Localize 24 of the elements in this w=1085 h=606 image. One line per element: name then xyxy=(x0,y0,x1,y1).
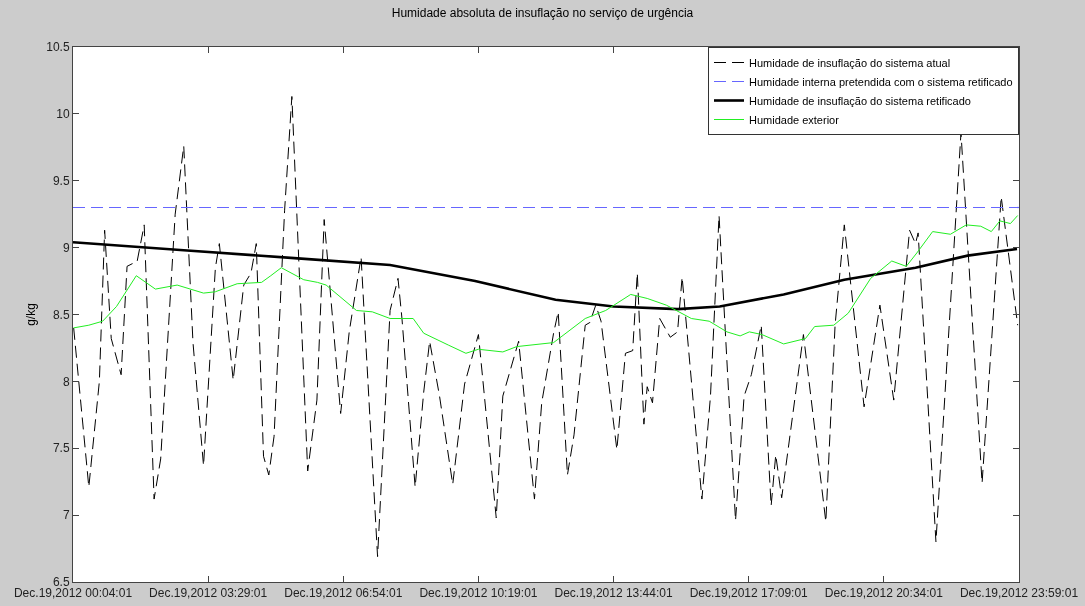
y-tick-label: 9.5 xyxy=(52,173,70,188)
y-tick-label: 8 xyxy=(62,374,70,389)
y-tick-label: 8.5 xyxy=(52,307,70,322)
x-tick-label: Dec.19,2012 03:29:01 xyxy=(149,586,268,601)
y-tick-label: 10.5 xyxy=(46,40,70,55)
legend-label: Humidade de insuflação do sistema retificado xyxy=(749,94,971,107)
legend-label: Humidade de insuflação do sistema atual xyxy=(749,56,951,69)
y-tick-label: 7.5 xyxy=(52,441,70,456)
x-tick-label: Dec.19,2012 06:54:01 xyxy=(284,586,403,601)
line-series xyxy=(73,95,1019,558)
x-tick-label: Dec.19,2012 23:59:01 xyxy=(959,586,1079,601)
x-tick-label: Dec.19,2012 10:19:01 xyxy=(419,586,538,601)
y-tick-label: 7 xyxy=(62,508,70,523)
x-tick-label: Dec.19,2012 17:09:01 xyxy=(689,586,809,601)
x-tick-label: Dec.19,2012 13:44:01 xyxy=(554,586,673,601)
x-tick-label: Dec.19,2012 20:34:01 xyxy=(824,586,944,601)
y-axis-title: g/kg xyxy=(23,303,38,326)
chart-title: Humidade absoluta de insuflação no serviço de urgência xyxy=(391,6,694,21)
y-tick-label: 9 xyxy=(62,240,70,255)
line-series xyxy=(73,215,1019,354)
x-tick-label: Dec.19,2012 00:04:01 xyxy=(13,586,133,601)
y-tick-label: 10 xyxy=(56,107,70,122)
legend-label: Humidade exterior xyxy=(749,113,840,126)
legend-label: Humidade interna pretendida com o sistema retificado xyxy=(749,75,1013,88)
